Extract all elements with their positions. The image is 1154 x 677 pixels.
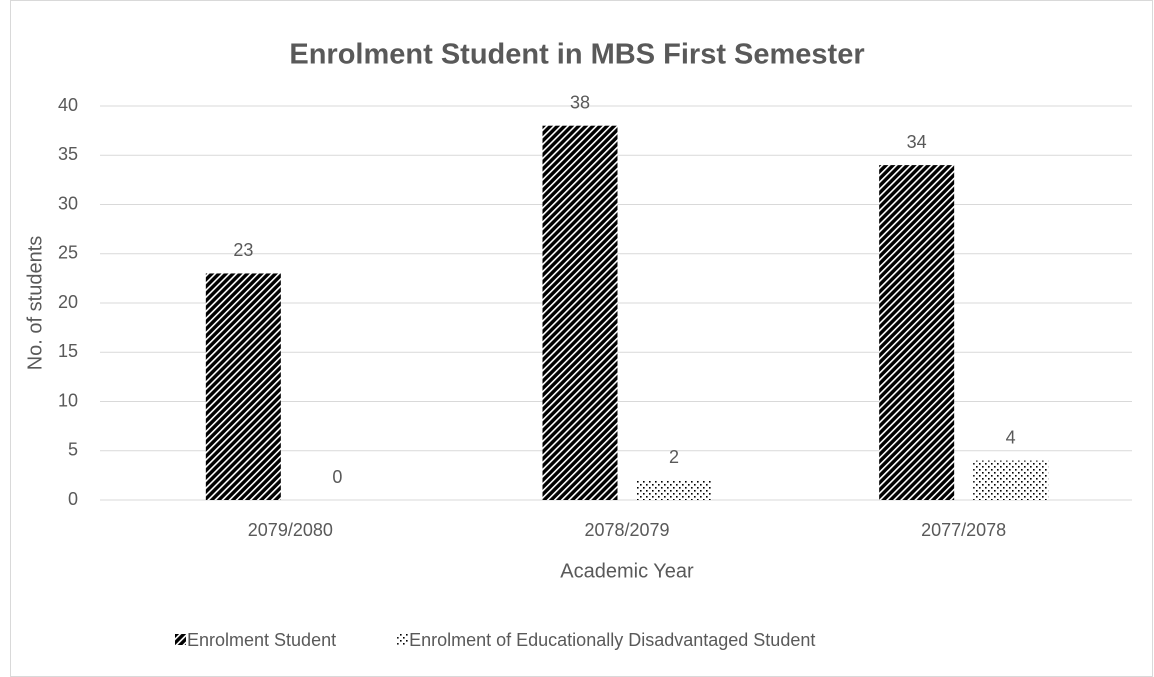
y-tick-label: 25 (58, 243, 78, 263)
legend-label: Enrolment of Educationally Disadvantaged… (409, 630, 815, 650)
bar (973, 460, 1049, 500)
x-tick-label: 2079/2080 (248, 520, 333, 540)
data-label: 34 (907, 132, 927, 152)
y-tick-label: 40 (58, 95, 78, 115)
y-tick-label: 10 (58, 390, 78, 410)
y-tick-label: 5 (68, 440, 78, 460)
y-tick-label: 20 (58, 292, 78, 312)
y-tick-label: 15 (58, 341, 78, 361)
bar (879, 165, 955, 500)
y-tick-label: 30 (58, 193, 78, 213)
x-tick-label: 2078/2079 (584, 520, 669, 540)
y-axis-label: No. of students (24, 236, 46, 371)
bar (542, 125, 618, 500)
chart-title: Enrolment Student in MBS First Semester (289, 39, 864, 71)
data-label: 2 (669, 447, 679, 467)
x-tick-label: 2077/2078 (921, 520, 1006, 540)
bar (205, 273, 281, 500)
data-label: 0 (332, 467, 342, 487)
data-label: 23 (233, 240, 253, 260)
bar (636, 480, 712, 500)
data-label: 4 (1006, 427, 1016, 447)
data-label: 38 (570, 92, 590, 112)
x-axis-label: Academic Year (560, 560, 694, 582)
y-tick-label: 0 (68, 489, 78, 509)
legend-swatch (397, 634, 409, 645)
y-tick-label: 35 (58, 144, 78, 164)
legend-swatch (175, 634, 186, 645)
legend-label: Enrolment Student (187, 630, 336, 650)
